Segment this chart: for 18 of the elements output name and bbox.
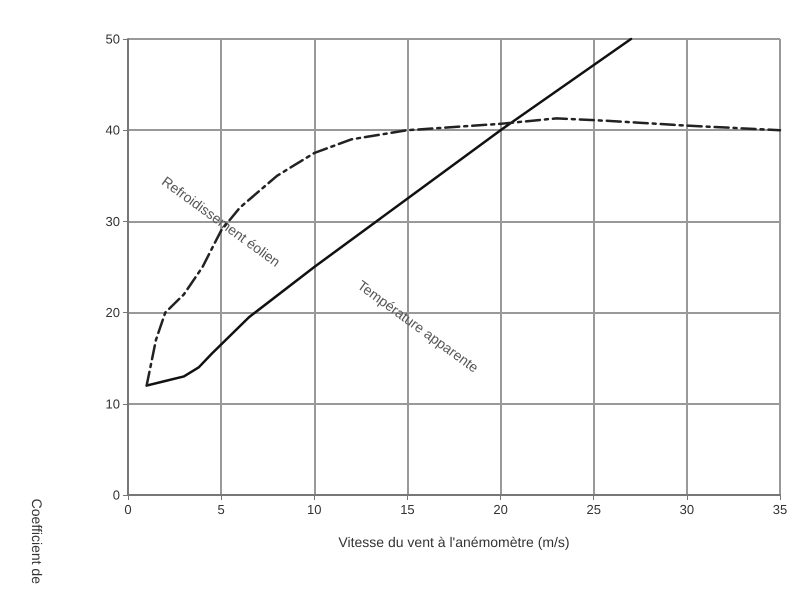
x-tick-label: 10 <box>307 502 322 517</box>
y-tick-label: 50 <box>106 32 120 46</box>
x-tick-label: 25 <box>586 502 601 517</box>
x-tick-label: 20 <box>493 502 508 517</box>
line-series <box>145 38 632 387</box>
y-tick-label: 20 <box>106 305 120 320</box>
x-tick-label: 30 <box>680 502 694 517</box>
x-tick-label: 35 <box>772 502 788 517</box>
line-series <box>145 117 782 387</box>
x-tick-label: 5 <box>218 502 225 517</box>
x-axis-title: Vitesse du vent à l'anémomètre (m/s) <box>338 534 570 550</box>
y-tick-label: 30 <box>106 214 120 229</box>
y-tick-label: 0 <box>112 488 120 502</box>
y-tick-label: 10 <box>106 396 120 412</box>
x-tick-label: 15 <box>400 502 415 517</box>
y-tick-label: 40 <box>106 122 120 138</box>
y-axis-title: Coefficient de <box>29 498 45 584</box>
x-tick-label: 0 <box>124 502 132 517</box>
